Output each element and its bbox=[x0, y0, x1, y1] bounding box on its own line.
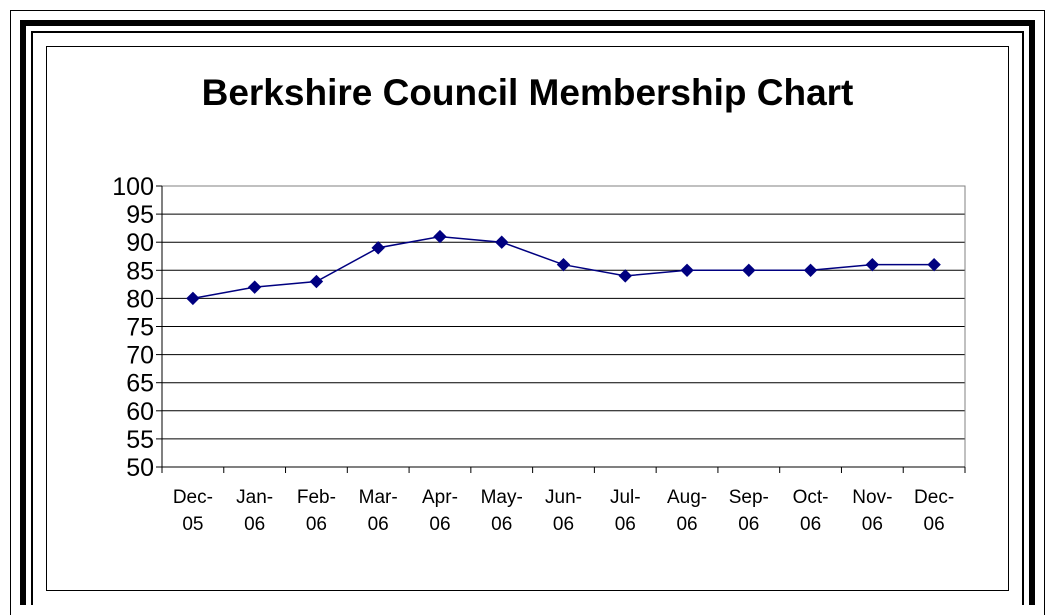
x-tick-label-1-1: 06 bbox=[244, 514, 265, 535]
data-point-3 bbox=[371, 241, 385, 255]
y-tick-label-70: 70 bbox=[126, 342, 154, 370]
x-tick-label-2-0: Feb- bbox=[297, 487, 336, 508]
x-tick-label-0-1: 05 bbox=[182, 514, 203, 535]
x-tick-label-12-0: Dec- bbox=[914, 487, 954, 508]
data-point-10 bbox=[803, 263, 818, 278]
data-point-9 bbox=[742, 263, 756, 278]
gridlines bbox=[162, 185, 965, 440]
x-tick-label-3-0: Mar- bbox=[359, 487, 398, 508]
chart-area-box bbox=[46, 46, 1009, 591]
inner-frame bbox=[31, 31, 1024, 605]
data-point-12 bbox=[927, 257, 941, 272]
x-tick-label-7-0: Jul- bbox=[610, 487, 641, 508]
data-point-11 bbox=[865, 257, 880, 272]
x-tick-label-8-0: Aug- bbox=[667, 487, 707, 508]
y-tick-label-75: 75 bbox=[126, 314, 154, 342]
data-point-0 bbox=[186, 291, 200, 306]
x-tick-label-9-1: 06 bbox=[738, 514, 759, 535]
outer-frame bbox=[10, 10, 1045, 615]
x-tick-label-2-1: 06 bbox=[306, 514, 327, 535]
x-tick-label-5-0: May- bbox=[481, 487, 523, 508]
y-tick-label-60: 60 bbox=[126, 398, 154, 426]
y-tick-label-100: 100 bbox=[112, 173, 154, 201]
x-tick-label-7-1: 06 bbox=[615, 514, 636, 535]
thick-frame bbox=[20, 20, 1035, 605]
x-tick-label-8-1: 06 bbox=[676, 514, 697, 535]
x-tick-label-4-1: 06 bbox=[429, 514, 450, 535]
x-tick-label-4-0: Apr- bbox=[422, 487, 458, 508]
data-point-2 bbox=[309, 274, 324, 289]
data-point-5 bbox=[495, 235, 509, 249]
x-tick-label-6-0: Jun- bbox=[545, 487, 582, 508]
x-tick-label-3-1: 06 bbox=[368, 514, 389, 535]
series-markers bbox=[186, 229, 941, 306]
x-tick-label-9-0: Sep- bbox=[729, 487, 769, 508]
x-tick-label-1-0: Jan- bbox=[236, 487, 273, 508]
x-tick-label-11-1: 06 bbox=[862, 514, 883, 535]
x-tick-label-5-1: 06 bbox=[491, 514, 512, 535]
y-tick-label-90: 90 bbox=[126, 229, 154, 257]
y-tick-label-95: 95 bbox=[126, 201, 154, 229]
y-tick-label-65: 65 bbox=[126, 370, 154, 398]
x-tick-label-6-1: 06 bbox=[553, 514, 574, 535]
data-point-6 bbox=[556, 257, 571, 272]
data-point-1 bbox=[247, 280, 262, 294]
data-point-7 bbox=[618, 269, 632, 283]
data-point-8 bbox=[680, 263, 694, 278]
chart-title: Berkshire Council Membership Chart bbox=[201, 72, 854, 113]
axes bbox=[156, 185, 966, 473]
x-tick-label-10-1: 06 bbox=[800, 514, 821, 535]
y-tick-label-55: 55 bbox=[126, 426, 154, 454]
x-tick-label-12-1: 06 bbox=[924, 514, 945, 535]
x-tick-label-11-0: Nov- bbox=[852, 487, 892, 508]
data-point-4 bbox=[433, 229, 447, 244]
y-tick-label-80: 80 bbox=[126, 285, 154, 313]
y-tick-label-85: 85 bbox=[126, 257, 154, 285]
x-tick-label-0-0: Dec- bbox=[173, 487, 213, 508]
y-tick-label-50: 50 bbox=[126, 454, 154, 482]
x-tick-label-10-0: Oct- bbox=[793, 487, 829, 508]
x-tick-labels: Dec- 05 Jan- 06 Feb- 06 Mar- 06 Apr- 06 May- 06 Jun-… bbox=[173, 487, 954, 535]
